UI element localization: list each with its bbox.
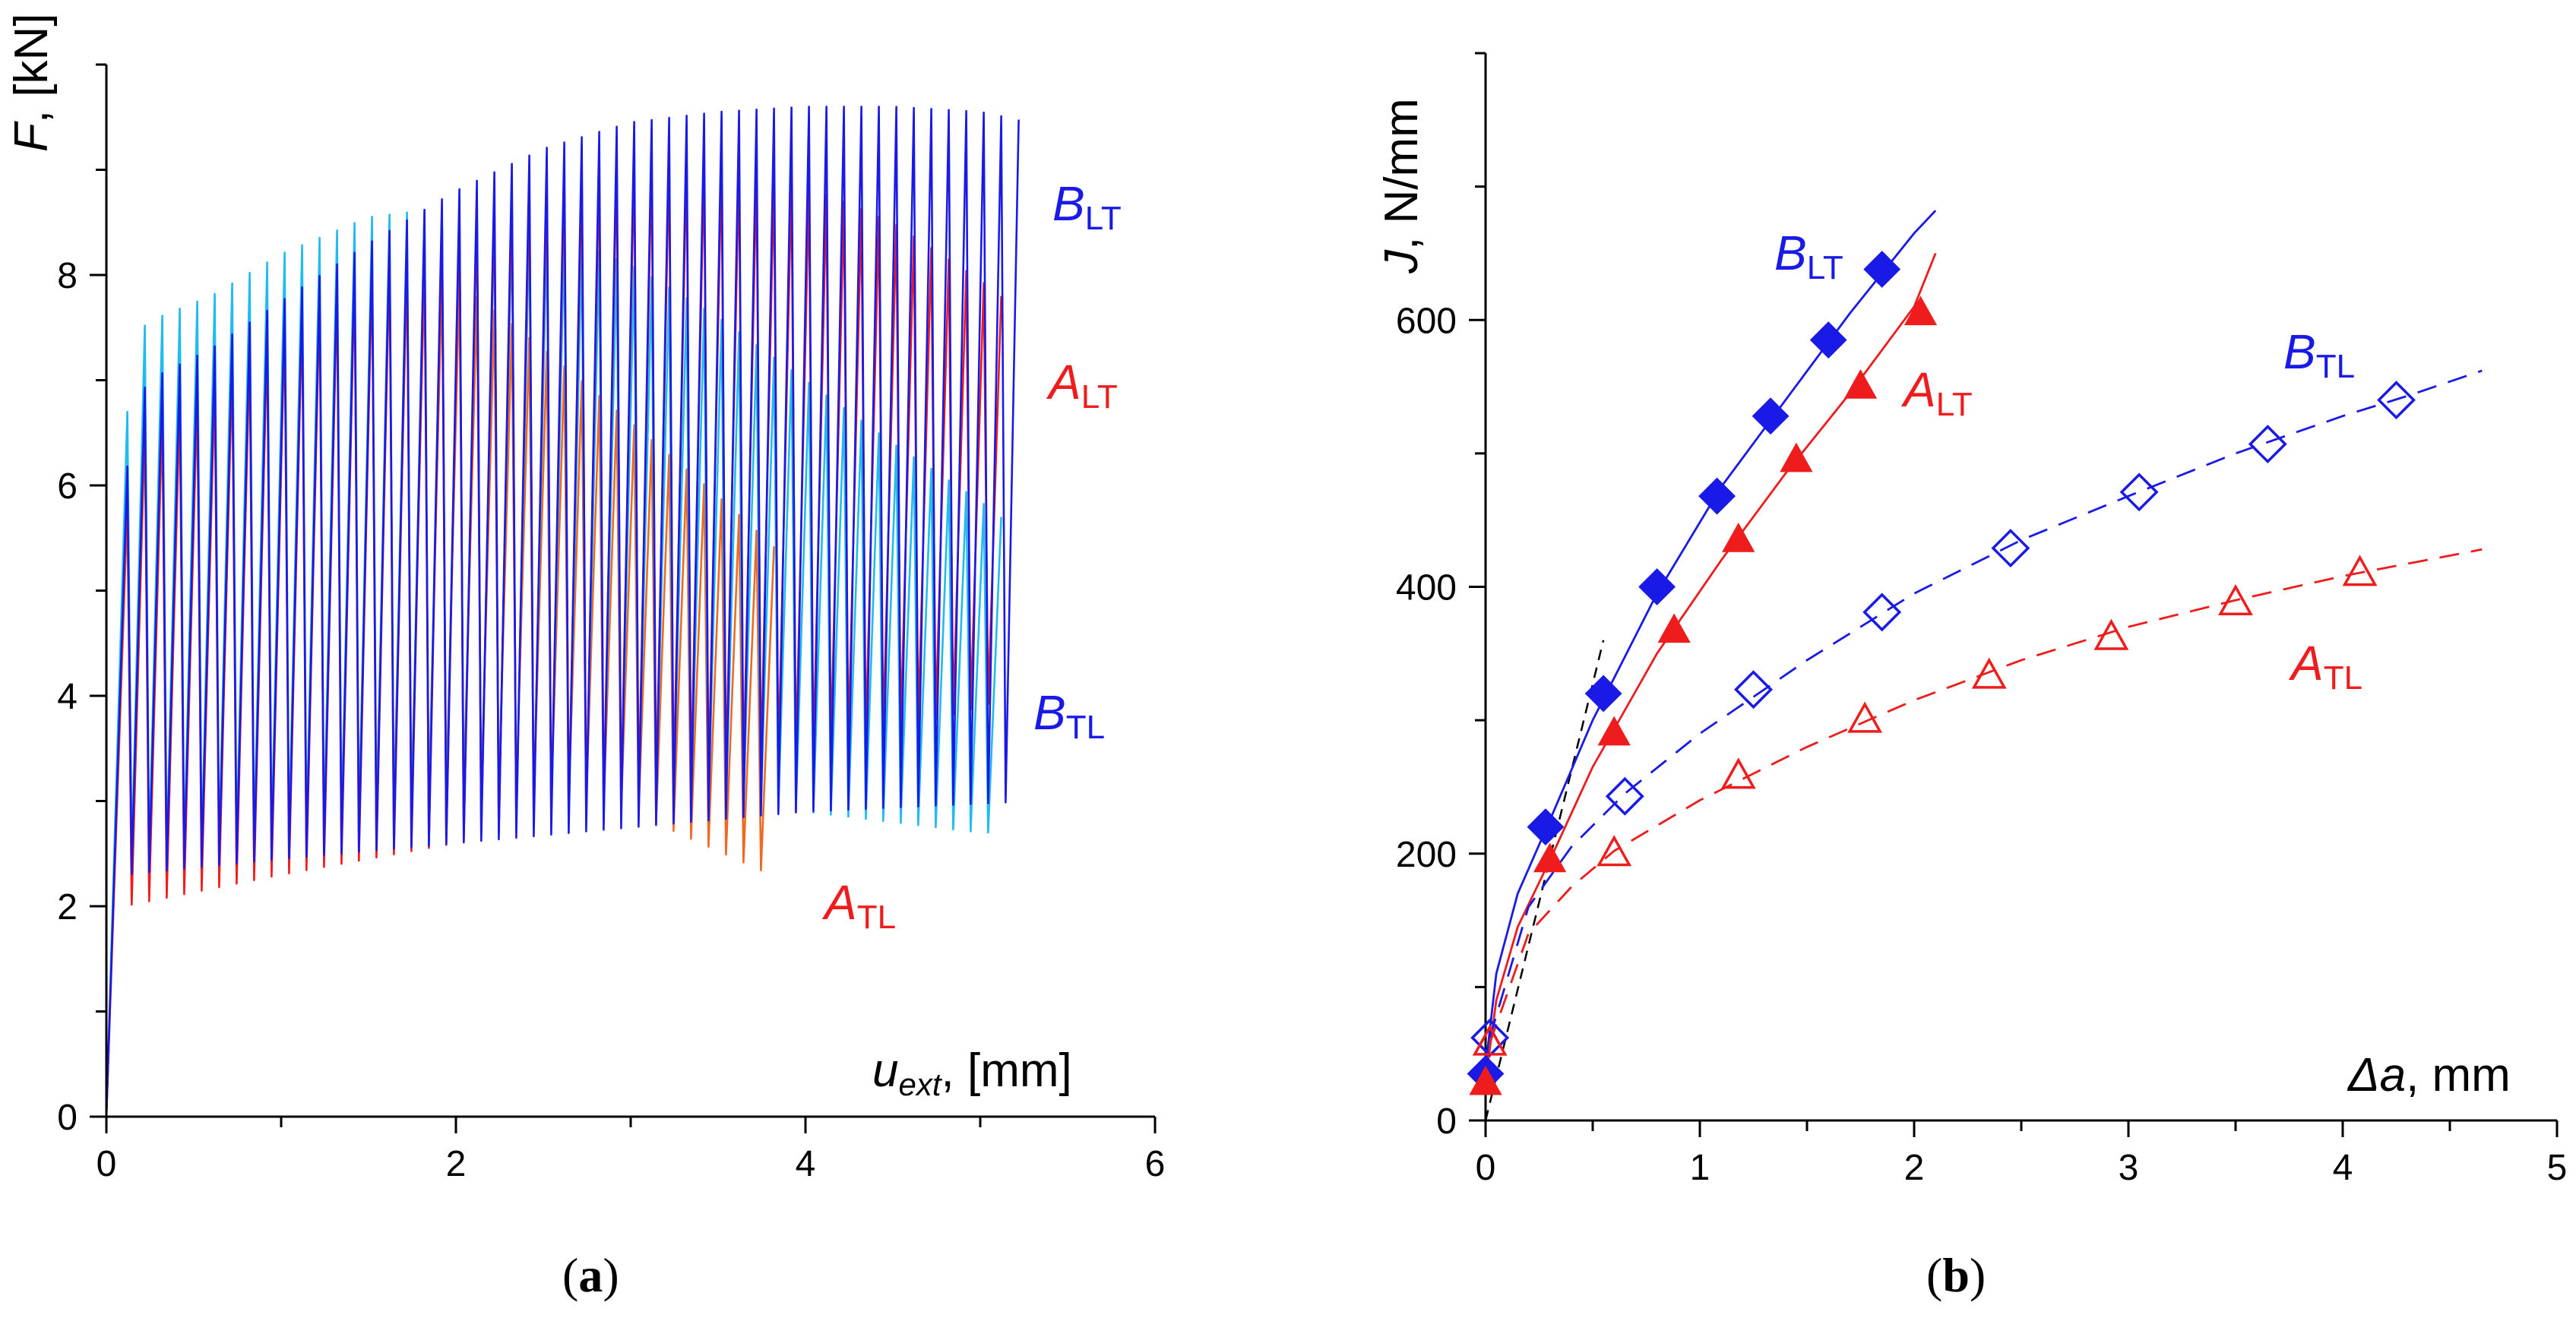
chart-a-x-tick-label: 4 (796, 1144, 816, 1184)
chart-b-axes: 0 1 2 3 4 5 0 200 400 600 (1396, 52, 2568, 1188)
chart-a-x-tick-label: 6 (1145, 1144, 1166, 1184)
chart-b-x-tick-label: 5 (2547, 1148, 2568, 1188)
chart-b-label-alt: ALT (1900, 362, 1973, 423)
chart-b-point-a-tl (2342, 555, 2378, 586)
chart-b-point-a-lt (1780, 442, 1813, 472)
chart-a-y-tick-label: 6 (57, 466, 78, 507)
chart-b-point-a-lt (1904, 295, 1938, 326)
chart-b-label-blt: BLT (1774, 226, 1843, 286)
chart-a-y-tick-label: 8 (57, 256, 78, 296)
chart-b-point-b-tl (1734, 670, 1773, 709)
chart-b-point-a-tl (1472, 1024, 1508, 1056)
chart-a-curves (105, 106, 1020, 1117)
chart-b-xlabel: Δa, mm (2347, 1049, 2511, 1101)
chart-a-label-blt: BLT (1052, 176, 1122, 237)
chart-b-point-b-tl (2248, 425, 2287, 464)
chart-a: 0 2 4 6 0 2 4 6 8 F, [kN] uext, [mm] BLT ALT BTL… (5, 13, 1165, 1302)
chart-b-x-tick-label: 3 (2119, 1148, 2139, 1188)
chart-b-point-a-tl (2218, 583, 2253, 616)
panel-label-b: (b) (1926, 1248, 1986, 1302)
chart-b-point-a-lt (1533, 842, 1567, 873)
chart-b-y-tick-label: 400 (1396, 568, 1457, 608)
chart-b-point-b-lt (1527, 808, 1565, 846)
chart-a-ylabel: F, [kN] (5, 13, 58, 152)
chart-b-point-b-tl (2119, 472, 2159, 512)
chart-b-point-b-tl (1862, 593, 1902, 632)
chart-b-x-tick-label: 4 (2333, 1148, 2353, 1188)
chart-b-point-a-tl (1720, 757, 1756, 789)
chart-b-x-tick-label: 0 (1476, 1148, 1496, 1188)
chart-b-point-b-lt (1638, 568, 1676, 605)
chart-b-point-b-lt (1752, 397, 1790, 435)
chart-a-y-tick-label: 0 (57, 1098, 78, 1138)
chart-b-ylabel: J, N/mm (1375, 98, 1428, 274)
chart-a-axes: 0 2 4 6 0 2 4 6 8 (57, 63, 1166, 1184)
chart-a-label-btl: BTL (1033, 685, 1105, 746)
chart-b-label-btl: BTL (2283, 324, 2355, 385)
chart-b-label-atl: ATL (2288, 636, 2362, 697)
chart-b-x-tick-label: 1 (1690, 1148, 1710, 1188)
chart-b-point-b-lt (1584, 675, 1622, 713)
chart-b-fit-b-tl (1489, 369, 2483, 1038)
chart-b-point-b-tl (2377, 381, 2416, 420)
chart-b-point-a-lt (1722, 522, 1755, 552)
chart-a-label-atl: ATL (821, 875, 896, 936)
chart-b-point-a-tl (1847, 701, 1883, 733)
chart-b-y-tick-label: 0 (1436, 1101, 1457, 1142)
chart-a-x-tick-label: 0 (97, 1144, 117, 1184)
chart-b-points (1467, 251, 2416, 1095)
chart-b-point-a-lt (1597, 716, 1631, 746)
chart-b-point-b-lt (1698, 477, 1736, 515)
chart-b-point-a-tl (1597, 835, 1632, 867)
chart-b-point-b-lt (1863, 251, 1901, 288)
chart-b-point-a-lt (1843, 369, 1878, 399)
chart-b-fit-a-lt (1484, 252, 1937, 1081)
chart-b-fit-a-tl (1489, 548, 2483, 1044)
chart-a-y-tick-label: 4 (57, 677, 78, 717)
chart-b-point-a-tl (1971, 657, 2007, 689)
chart-b-y-tick-label: 200 (1396, 835, 1457, 875)
chart-b-point-a-lt (1657, 613, 1691, 643)
panel-label-a: (a) (562, 1248, 619, 1302)
chart-b-point-a-lt (1469, 1065, 1502, 1095)
chart-b-point-b-tl (1991, 529, 2030, 568)
chart-b-x-tick-label: 2 (1904, 1148, 1925, 1188)
chart-a-series-b-lt (105, 106, 1020, 1117)
chart-a-x-tick-label: 2 (446, 1144, 467, 1184)
chart-b-point-b-lt (1809, 321, 1847, 359)
chart-a-xlabel: uext, [mm] (872, 1044, 1072, 1102)
chart-b-y-tick-label: 600 (1396, 301, 1457, 341)
chart-b-fit-b-lt (1484, 210, 1937, 1067)
chart-a-y-tick-label: 2 (57, 887, 78, 928)
chart-b-point-b-tl (1605, 776, 1644, 816)
chart-b-point-a-tl (2093, 618, 2129, 650)
chart-a-label-alt: ALT (1046, 355, 1118, 416)
